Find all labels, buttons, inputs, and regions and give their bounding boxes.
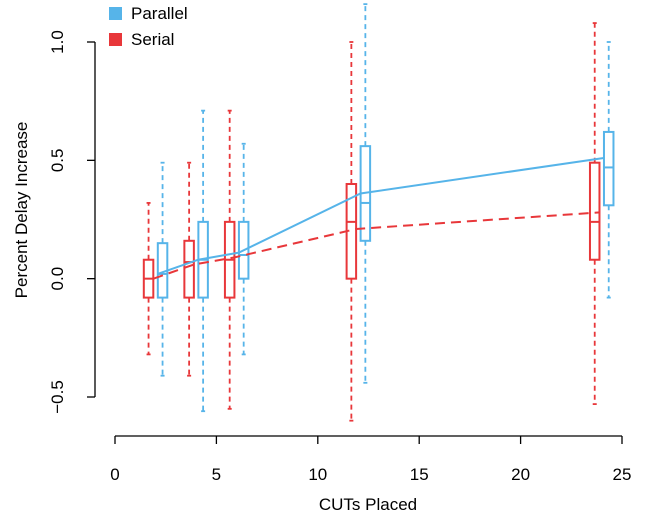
y-tick-label: 0.5 [48,149,67,173]
box-body-serial [588,161,601,261]
axes: 0 5 10 15 20 25 −0.5 0.0 0.5 1.0 [48,30,631,484]
x-tick-label: 25 [613,465,632,484]
x-tick-label: 5 [212,465,221,484]
legend-label-parallel: Parallel [131,4,188,23]
legend-label-serial: Serial [131,30,174,49]
y-tick-label: 0.0 [48,267,67,291]
box-serial [588,22,601,406]
plot-area [142,3,615,422]
box-serial [223,109,236,410]
box-parallel [156,161,169,377]
x-axis-label: CUTs Placed [319,495,417,514]
y-tick-label: 1.0 [48,30,67,54]
box-parallel [602,41,615,299]
box-body-parallel [602,130,615,207]
x-tick-label: 15 [410,465,429,484]
box-body-serial [183,239,195,299]
x-tick-label: 0 [110,465,119,484]
box-parallel [237,142,250,356]
box-serial [142,202,155,356]
legend-swatch-serial [109,33,122,46]
y-axis-label: Percent Delay Increase [12,122,31,299]
x-tick-label: 10 [308,465,327,484]
x-tick-label: 20 [511,465,530,484]
legend: Parallel Serial [109,4,188,49]
trend-line-parallel [157,156,604,275]
trend-line-serial [153,211,600,280]
box-body-parallel [237,220,250,280]
legend-swatch-parallel [109,7,122,20]
box-serial [183,161,195,377]
box-parallel [197,109,209,413]
y-tick-label: −0.5 [48,380,67,414]
